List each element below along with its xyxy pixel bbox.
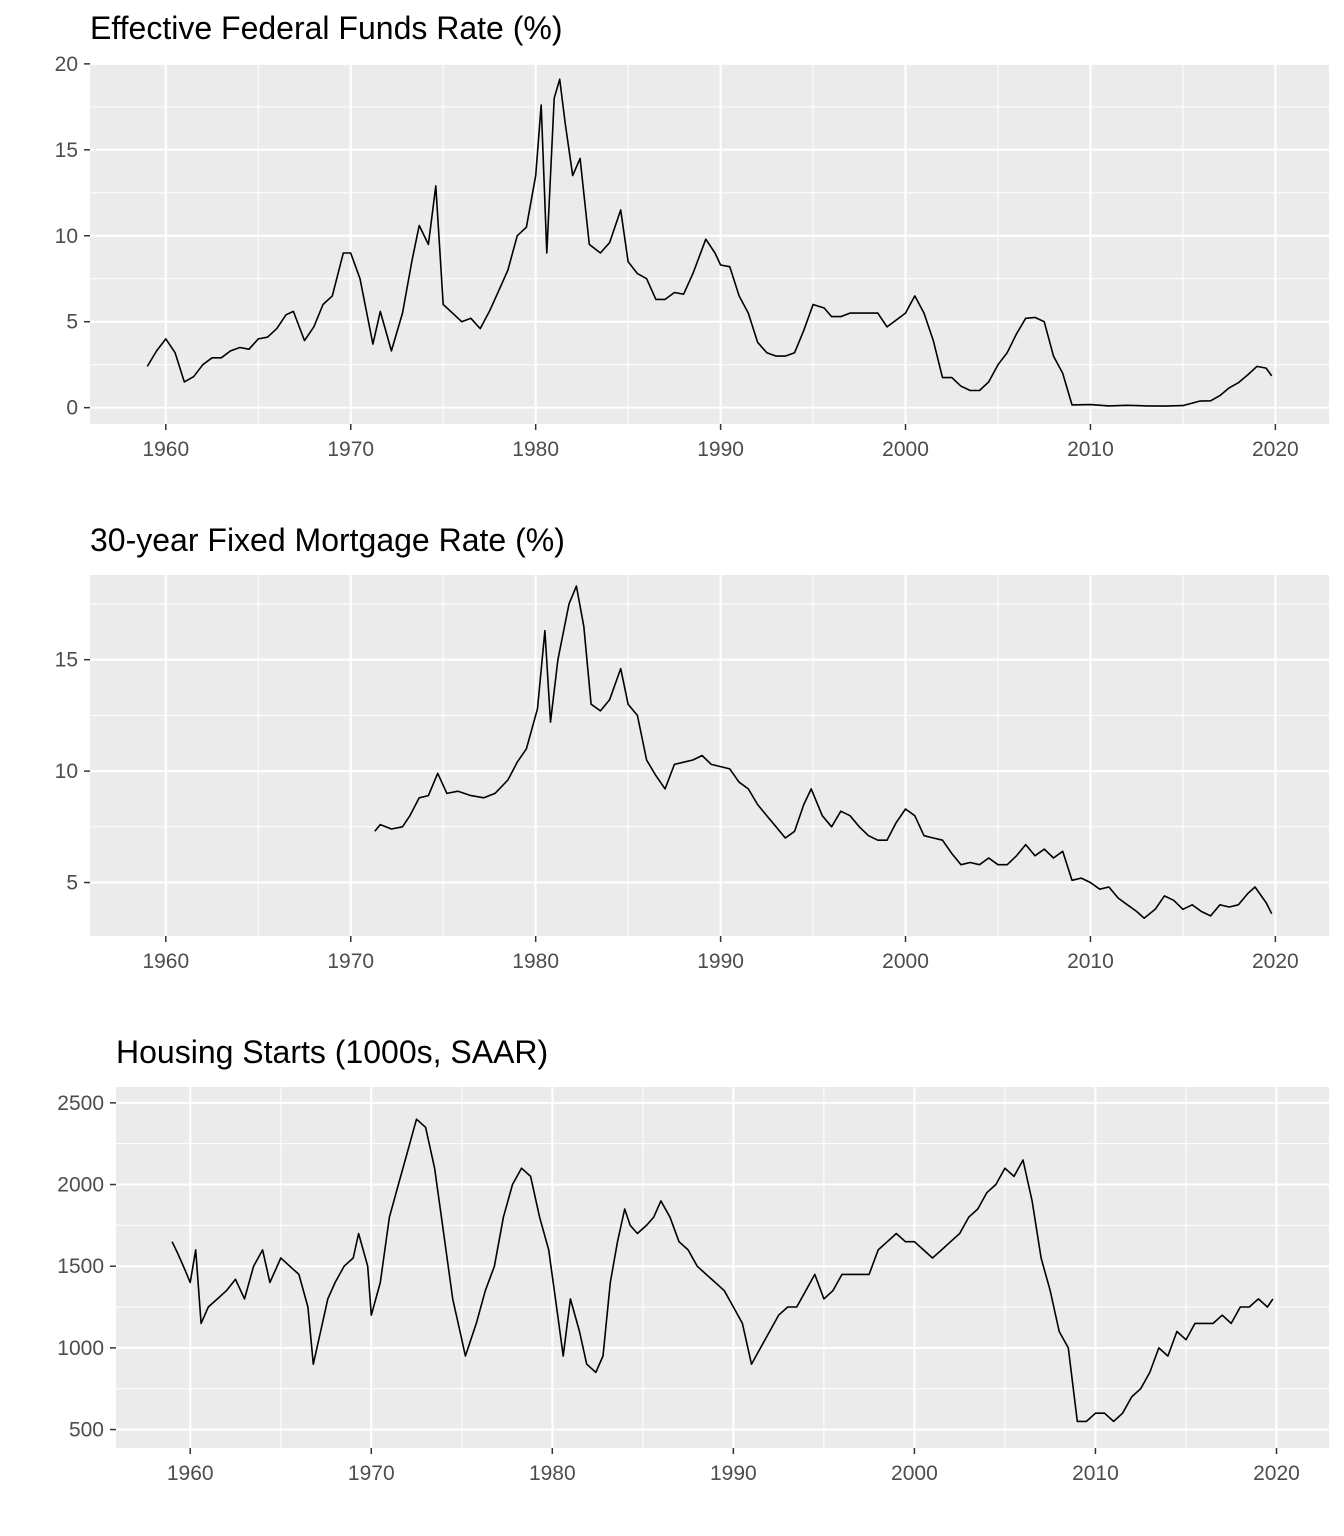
y-tick-label: 1000 xyxy=(57,1337,104,1360)
x-tick-label: 1980 xyxy=(529,1462,576,1485)
series-line xyxy=(374,585,1273,920)
x-tick-label: 1970 xyxy=(327,950,374,973)
x-tick-label: 1980 xyxy=(512,438,559,461)
y-tick-label: 15 xyxy=(55,139,78,162)
x-tick-label: 2010 xyxy=(1067,438,1114,461)
mortgage-rate-panel: 30-year Fixed Mortgage Rate (%) 1960 1970… xyxy=(0,512,1344,982)
y-tick-label: 20 xyxy=(55,53,78,76)
x-tick-label: 1980 xyxy=(512,950,559,973)
x-tick-label: 2020 xyxy=(1252,438,1299,461)
x-tick-label: 2020 xyxy=(1253,1462,1300,1485)
y-tick-label: 2000 xyxy=(57,1174,104,1197)
housing-starts-panel: Housing Starts (1000s, SAAR) 1960 1970 198… xyxy=(0,1024,1344,1514)
fed-funds-chart: 1960 1970 1980 1990 2000 2010 2020 0 5 10 15 20 xyxy=(55,53,1329,461)
x-tick-label: 1990 xyxy=(697,950,744,973)
housing-starts-chart: 1960 1970 1980 1990 2000 2010 2020 500 1000 1500 2… xyxy=(57,1087,1329,1485)
fed-funds-panel: Effective Federal Funds Rate (%) 1960 197… xyxy=(0,0,1344,470)
x-tick-label: 2010 xyxy=(1067,950,1114,973)
y-tick-label: 1500 xyxy=(57,1255,104,1278)
y-tick-label: 0 xyxy=(66,397,78,420)
series-line xyxy=(171,1118,1274,1423)
x-tick-label: 1990 xyxy=(697,438,744,461)
x-tick-label: 1990 xyxy=(710,1462,757,1485)
y-tick-label: 2500 xyxy=(57,1092,104,1115)
series-line xyxy=(146,78,1273,407)
x-tick-label: 1970 xyxy=(327,438,374,461)
x-tick-label: 1960 xyxy=(167,1462,214,1485)
x-tick-label: 2010 xyxy=(1072,1462,1119,1485)
y-tick-label: 5 xyxy=(66,311,78,334)
housing-starts-title: Housing Starts (1000s, SAAR) xyxy=(116,1034,549,1070)
y-tick-label: 5 xyxy=(66,872,78,895)
x-tick-label: 1960 xyxy=(142,950,189,973)
x-tick-label: 1970 xyxy=(348,1462,395,1485)
y-tick-label: 500 xyxy=(69,1419,104,1442)
mortgage-rate-title: 30-year Fixed Mortgage Rate (%) xyxy=(90,522,565,558)
y-tick-label: 15 xyxy=(55,649,78,672)
x-tick-label: 2000 xyxy=(882,438,929,461)
x-tick-label: 2000 xyxy=(882,950,929,973)
y-tick-label: 10 xyxy=(55,225,78,248)
x-tick-label: 2000 xyxy=(891,1462,938,1485)
x-tick-label: 1960 xyxy=(142,438,189,461)
plot-panel xyxy=(116,1087,1329,1448)
y-tick-label: 10 xyxy=(55,760,78,783)
mortgage-rate-chart: 1960 1970 1980 1990 2000 2010 2020 5 10 15 xyxy=(55,575,1329,973)
plot-panel xyxy=(90,575,1329,936)
fed-funds-title: Effective Federal Funds Rate (%) xyxy=(90,10,563,46)
x-tick-label: 2020 xyxy=(1252,950,1299,973)
